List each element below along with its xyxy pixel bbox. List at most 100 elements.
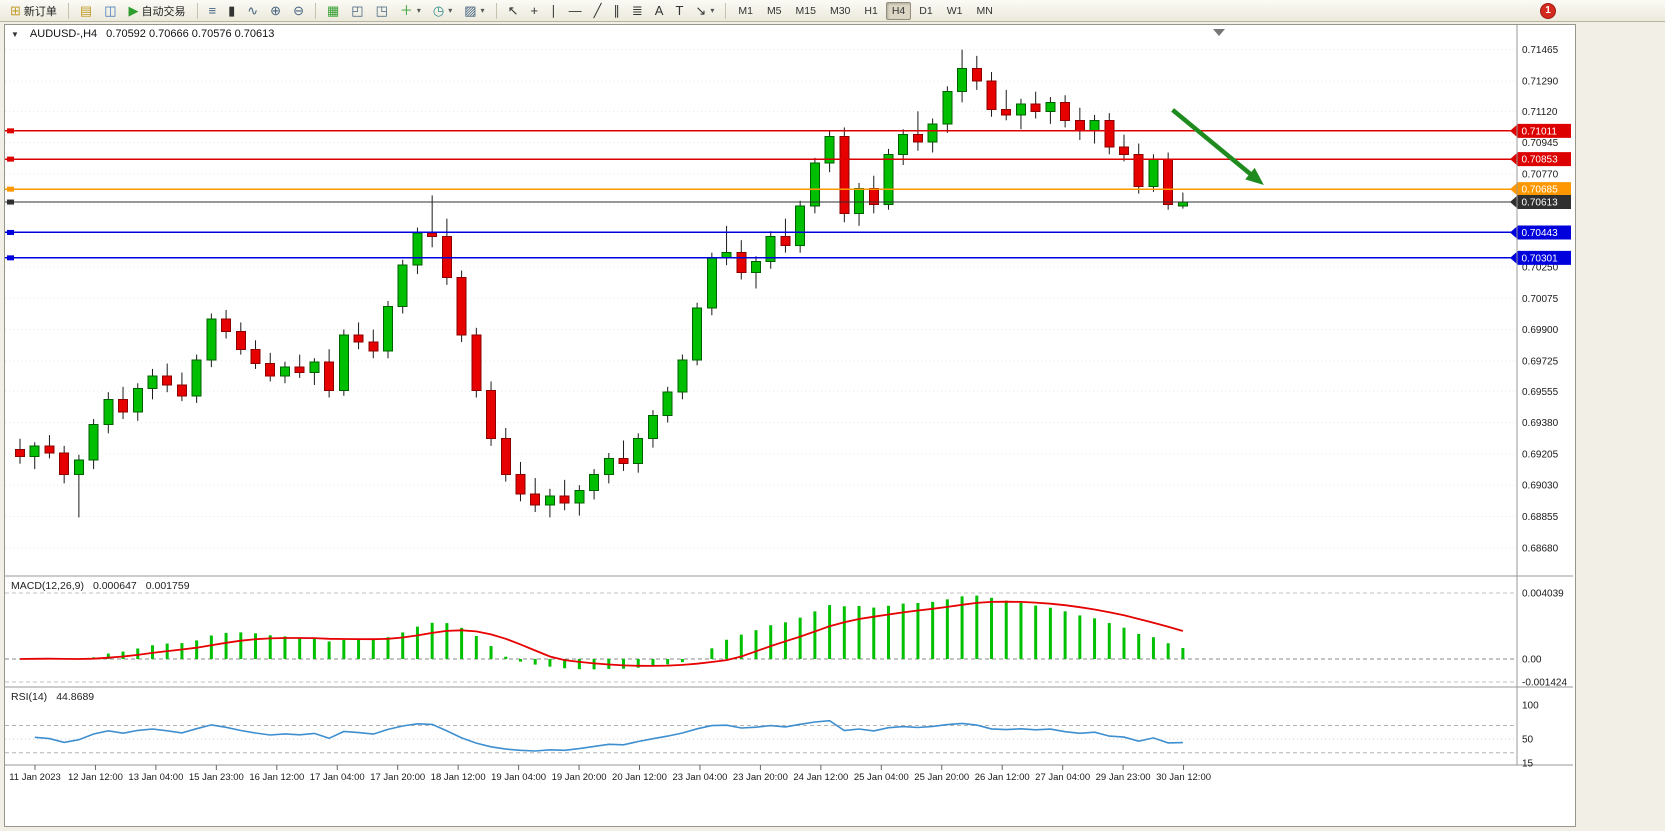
candle-body <box>1060 101 1071 121</box>
zoom-in-icon: ⊕ <box>270 3 282 18</box>
candle-body <box>309 361 320 374</box>
candle-body <box>1045 101 1056 112</box>
candle-body <box>809 162 820 207</box>
zoom-out-button[interactable]: ⊖ <box>288 1 309 20</box>
candle-body <box>73 459 84 475</box>
candle-body <box>324 361 335 391</box>
line-chart-icon: ∿ <box>247 3 259 18</box>
chart-profiles-button[interactable]: ▤ <box>75 1 97 20</box>
vertical-line-tool-button[interactable]: ∣ <box>545 1 562 20</box>
price-scale-label: 0.69900 <box>1522 325 1559 336</box>
candle-body <box>1001 109 1012 116</box>
templates-icon: ▨ <box>464 3 477 18</box>
cursor-tool-button[interactable]: ↖ <box>503 1 524 20</box>
time-axis-label: 12 Jan 12:00 <box>68 772 123 783</box>
price-tag <box>1510 123 1571 138</box>
text-label-icon: T <box>675 3 684 18</box>
candle-body <box>647 414 658 440</box>
timeframe-button-h1[interactable]: H1 <box>864 4 878 17</box>
trendline-tool-button[interactable]: ╱ <box>589 1 607 20</box>
notification-badge[interactable]: 1 <box>1540 2 1556 19</box>
candle-body <box>427 232 438 238</box>
candlestick-icon: ▮ <box>228 3 236 18</box>
candle-body <box>706 257 717 309</box>
timeframe-button-m15[interactable]: M15 <box>795 4 816 17</box>
timeframe-button-m5[interactable]: M5 <box>766 4 782 17</box>
price-tag-label: 0.71011 <box>1522 126 1558 137</box>
candle-body <box>824 135 835 164</box>
line-anchor-marker[interactable] <box>7 156 14 162</box>
symbol-dropdown-icon[interactable]: ▼ <box>11 30 19 39</box>
price-tag <box>1510 195 1571 210</box>
cascade-windows-button[interactable]: ◳ <box>371 1 393 20</box>
candle-body <box>338 334 349 391</box>
line-anchor-marker[interactable] <box>7 186 14 192</box>
candle-body <box>795 205 806 247</box>
navigator-button[interactable]: ◫ <box>99 1 121 20</box>
price-tag-label: 0.70853 <box>1522 155 1559 166</box>
line-chart-mode-button[interactable]: ∿ <box>242 1 263 20</box>
line-anchor-marker[interactable] <box>7 229 14 235</box>
crosshair-tool-button[interactable]: + <box>525 1 543 20</box>
timeframe-button-h4[interactable]: H4 <box>885 1 912 20</box>
horizontal-line-tool-button[interactable]: — <box>564 1 587 20</box>
time-axis-label: 19 Jan 04:00 <box>491 772 546 783</box>
line-anchor-marker[interactable] <box>7 199 14 205</box>
timeframe-button-m1[interactable]: M1 <box>738 4 753 17</box>
price-scale-label: 0.70945 <box>1522 138 1559 149</box>
text-label-tool-button[interactable]: T <box>670 1 688 20</box>
candle-body <box>250 348 261 365</box>
candle-body <box>1089 119 1100 132</box>
candle-body <box>515 473 526 495</box>
channel-tool-button[interactable]: ∥ <box>608 1 625 20</box>
text-tool-button[interactable]: A <box>650 1 669 20</box>
add-indicator-button[interactable]: ＋ ▾ <box>395 1 426 20</box>
auto-trading-button[interactable]: ▶ 自动交易 <box>124 1 191 20</box>
fibonacci-tool-button[interactable]: ≣ <box>627 1 648 20</box>
time-axis-label: 13 Jan 04:00 <box>128 772 183 783</box>
candle-body <box>147 375 158 390</box>
candlestick-mode-button[interactable]: ▮ <box>223 1 240 20</box>
candle-body <box>500 438 511 475</box>
tile-windows-button[interactable]: ▦ <box>322 1 344 20</box>
add-indicator-icon: ＋ <box>399 3 413 18</box>
zoom-in-button[interactable]: ⊕ <box>265 1 286 20</box>
timeframe-button-m30[interactable]: M30 <box>829 4 851 17</box>
candlestick-chart[interactable]: 0.714650.712900.711200.709450.707700.705… <box>5 25 1575 826</box>
timeframe-button-mn[interactable]: MN <box>976 4 993 17</box>
candle-body <box>692 307 703 361</box>
candle-body <box>44 445 55 454</box>
arrows-tool-button[interactable]: ↘ ▾ <box>690 1 719 20</box>
candles-group[interactable] <box>15 49 1188 518</box>
candle-body <box>677 359 688 393</box>
candle-body <box>191 359 202 397</box>
chart-window[interactable]: 0.714650.712900.711200.709450.707700.705… <box>4 24 1576 827</box>
price-tag-label: 0.70301 <box>1522 253 1559 264</box>
candle-body <box>132 388 143 413</box>
candle-body <box>957 67 968 93</box>
timeframe-button-d1[interactable]: D1 <box>919 4 933 17</box>
timeframe-button-w1[interactable]: W1 <box>946 4 963 17</box>
candle-body <box>1030 103 1041 112</box>
candle-body <box>397 264 408 307</box>
periods-button[interactable]: ◷ ▾ <box>428 1 457 20</box>
candle-body <box>544 495 555 506</box>
macd-signal-line <box>19 600 1184 667</box>
candle-body <box>1104 119 1115 148</box>
new-order-button[interactable]: ⊞ 新订单 <box>5 1 62 20</box>
line-anchor-marker[interactable] <box>7 255 14 261</box>
chart-shift-marker[interactable] <box>1213 29 1225 36</box>
bar-chart-icon: ≡ <box>208 3 217 18</box>
trend-arrow[interactable] <box>1171 108 1259 182</box>
chevron-down-icon: ▾ <box>480 6 485 15</box>
auto-trading-label: 自动交易 <box>141 5 186 18</box>
candle-body <box>854 187 865 214</box>
arrange-windows-button[interactable]: ◰ <box>346 1 368 20</box>
candle-body <box>59 452 70 475</box>
line-anchor-marker[interactable] <box>7 128 14 134</box>
bar-chart-mode-button[interactable]: ≡ <box>204 1 222 20</box>
time-axis-label: 23 Jan 04:00 <box>672 772 727 783</box>
templates-button[interactable]: ▨ ▾ <box>459 1 489 20</box>
cursor-icon: ↖ <box>507 3 519 18</box>
price-scale-label: 0.69380 <box>1522 418 1559 429</box>
